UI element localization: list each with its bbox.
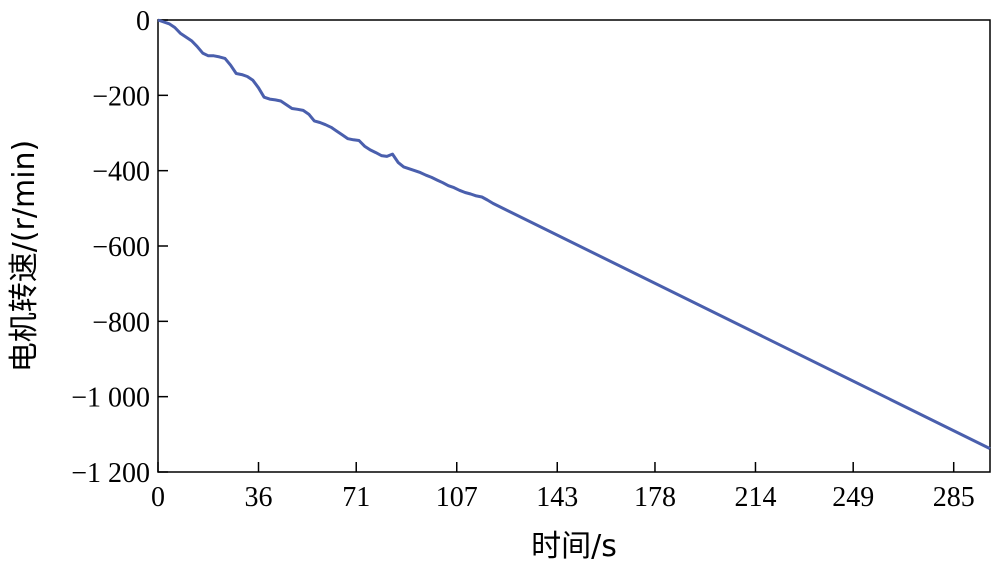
- x-tick-label: 178: [634, 482, 676, 513]
- y-tick-label: −400: [92, 157, 150, 188]
- x-tick-label: 143: [536, 482, 578, 513]
- y-tick-label: 0: [136, 6, 150, 37]
- y-axis: 0 −200 −400 −600 −800 −1 000 −1 200: [71, 6, 168, 489]
- x-tick-label: 285: [933, 482, 975, 513]
- x-axis-title: 时间/s: [531, 529, 617, 564]
- x-tick-label: 36: [245, 482, 273, 513]
- x-tick-label: 71: [342, 482, 370, 513]
- y-tick-label: −1 000: [71, 383, 150, 414]
- x-tick-label: 107: [436, 482, 478, 513]
- y-tick-label: −1 200: [71, 458, 150, 489]
- x-tick-label: 0: [151, 482, 165, 513]
- speed-series-line: [157, 18, 991, 450]
- y-tick-label: −200: [92, 81, 150, 112]
- plot-frame: [157, 19, 991, 473]
- x-tick-label: 214: [734, 482, 776, 513]
- plot-area: [157, 19, 991, 473]
- y-axis-title: 电机转速/(r/min): [7, 140, 42, 373]
- x-tick-label: 249: [832, 482, 874, 513]
- y-tick-label: −600: [92, 232, 150, 263]
- x-axis: 0 36 71 107 143 178 214 249 285: [151, 462, 975, 513]
- y-tick-label: −800: [92, 307, 150, 338]
